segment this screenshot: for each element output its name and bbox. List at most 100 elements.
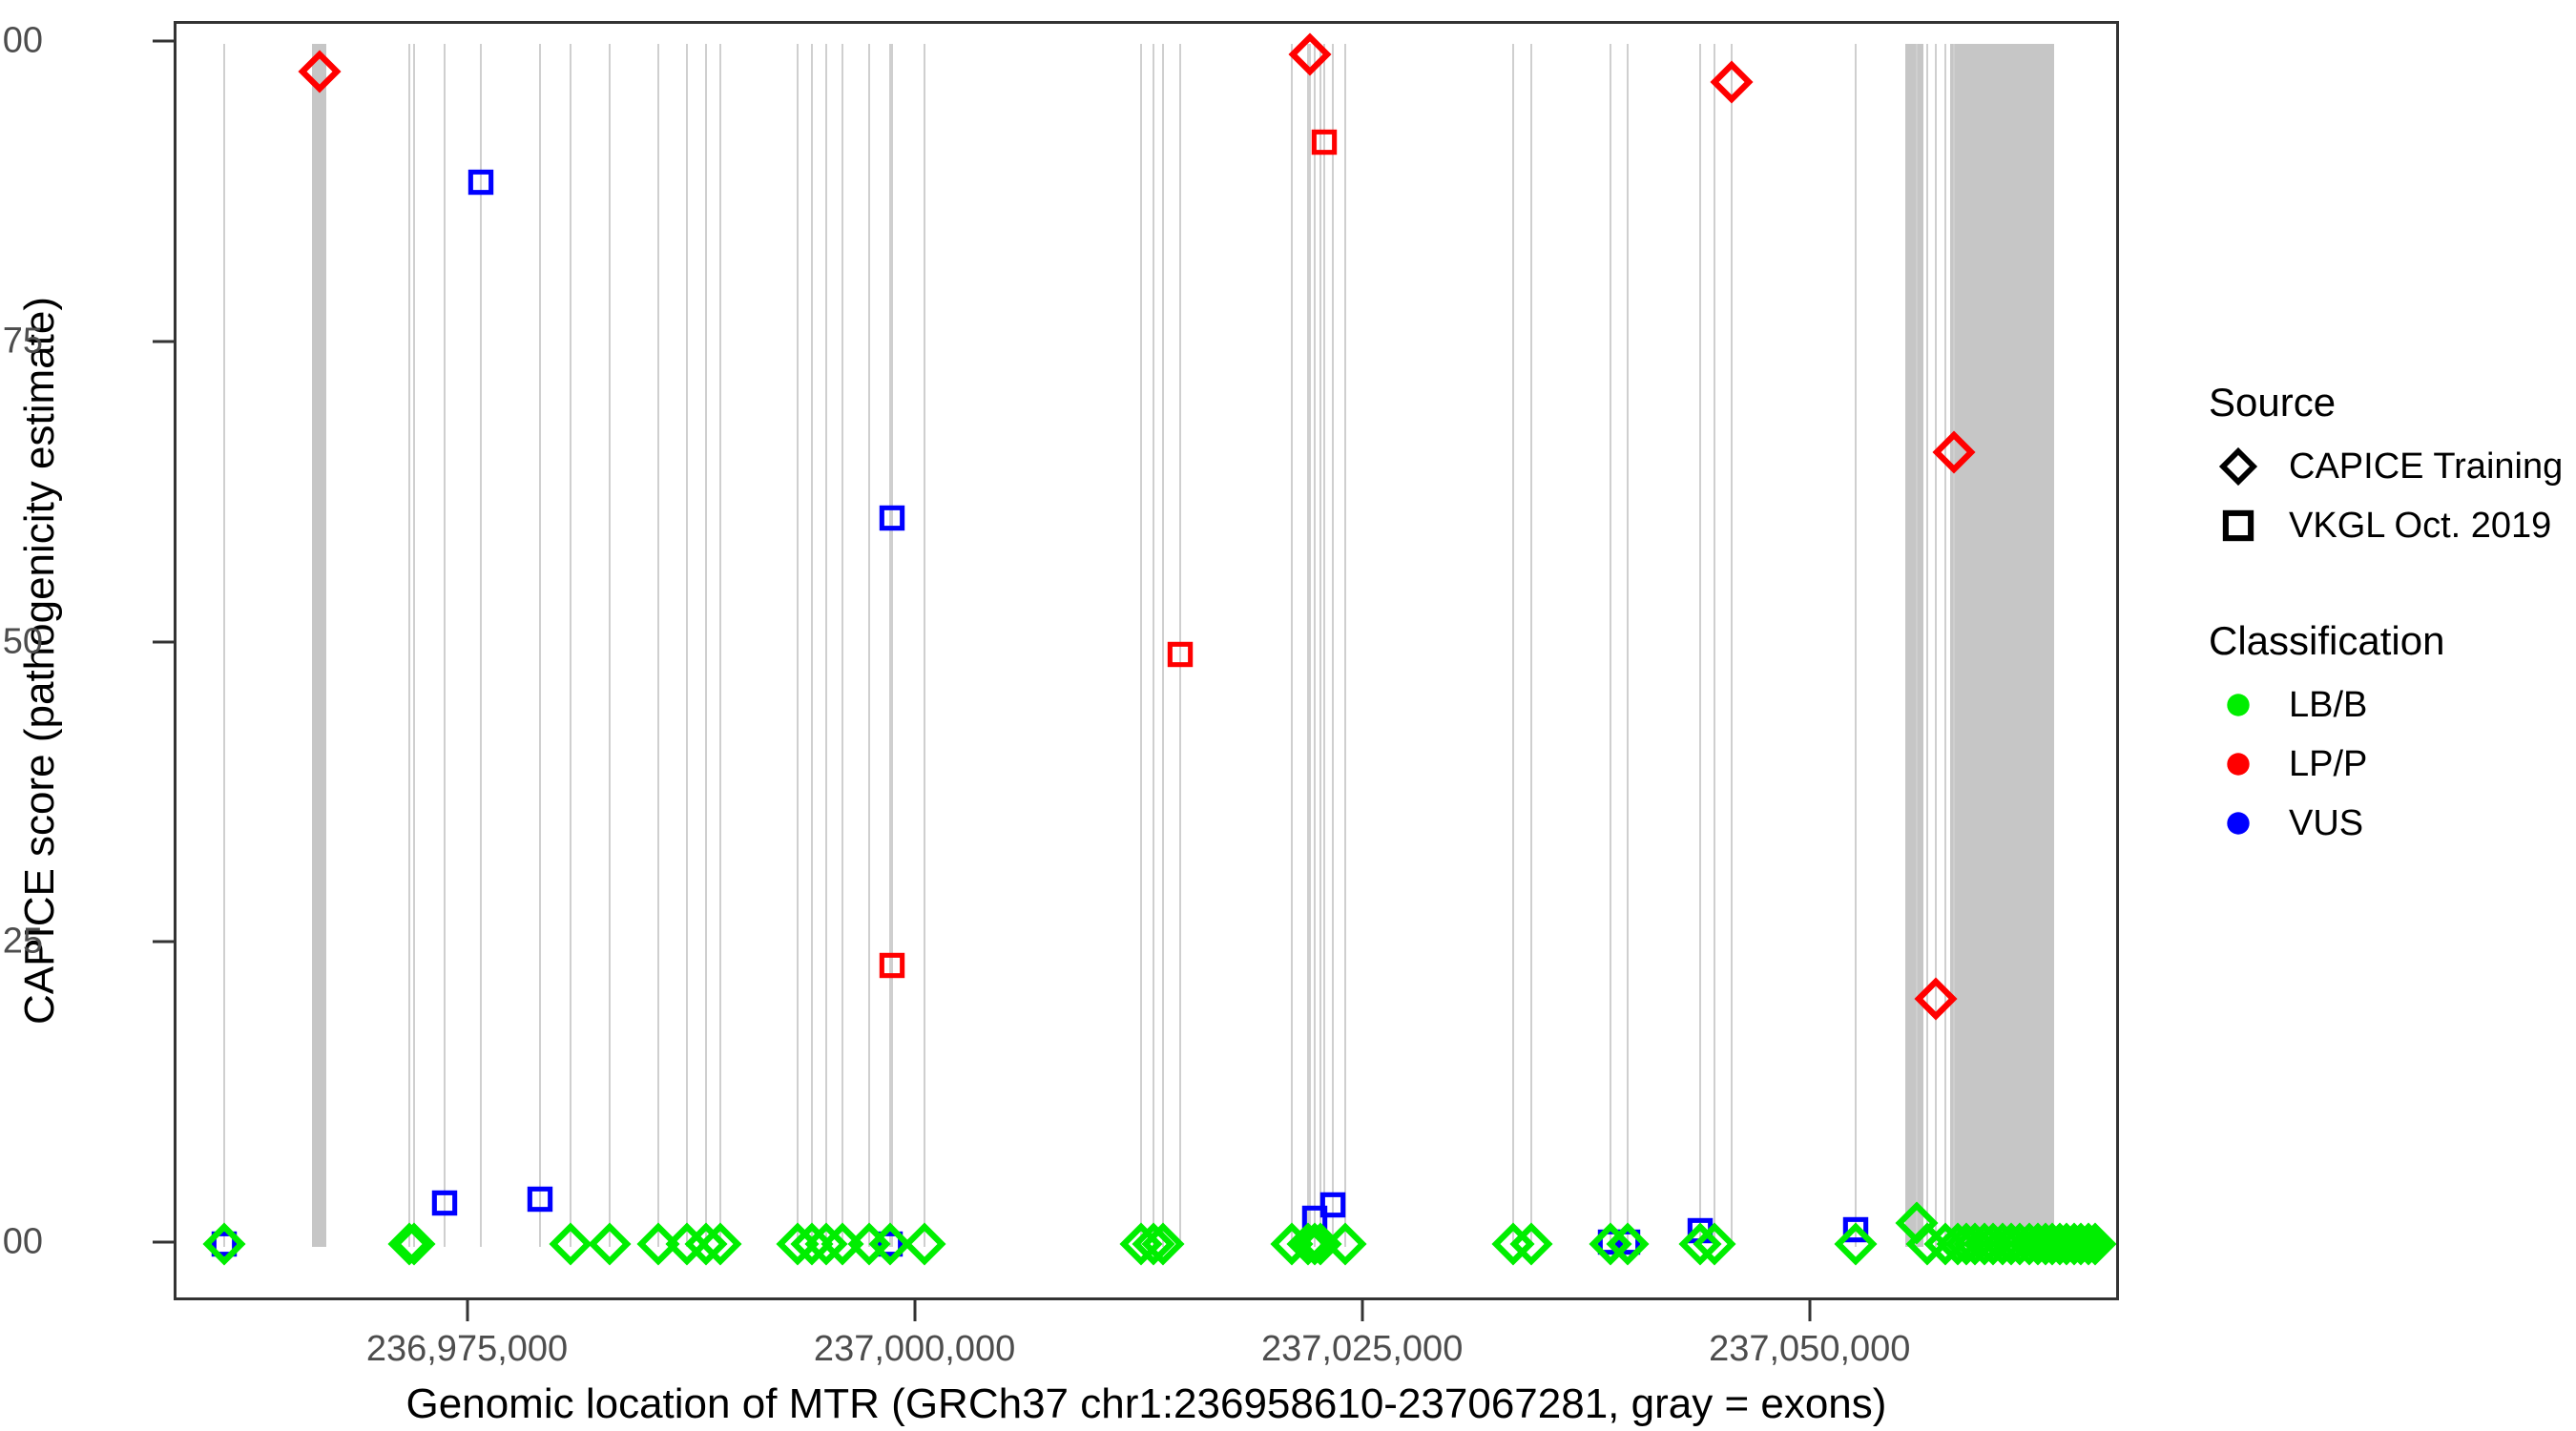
variant-position-line	[223, 44, 226, 1247]
data-point	[1710, 60, 1754, 104]
data-point	[1310, 128, 1339, 156]
data-point	[876, 1230, 904, 1258]
variant-position-line	[1306, 44, 1309, 1247]
legend-group-classification: LB/B LP/P VUS	[2209, 675, 2571, 853]
data-point	[878, 951, 906, 980]
x-axis-tick-label: 237,025,000	[1261, 1329, 1464, 1369]
data-point	[549, 1222, 592, 1266]
y-axis-tick-label: 0.25	[0, 921, 43, 962]
circle-filled-icon	[2209, 735, 2268, 794]
exon-band	[1950, 44, 2055, 1247]
variant-position-line	[407, 44, 410, 1247]
circle-filled-icon	[2209, 675, 2268, 735]
exon-band	[1905, 44, 1924, 1247]
variant-position-line	[824, 44, 827, 1247]
data-point	[868, 1222, 912, 1266]
legend-item-label: VKGL Oct. 2019	[2289, 505, 2552, 546]
data-point	[1166, 640, 1195, 669]
variant-position-line	[810, 44, 813, 1247]
legend: Source CAPICE Training VKGL Oct. 2019 Cla…	[2209, 380, 2571, 853]
legend-item-classification[interactable]: LP/P	[2209, 735, 2571, 794]
exon-band	[312, 44, 327, 1247]
data-point	[430, 1189, 459, 1217]
variant-position-line	[705, 44, 708, 1247]
variant-position-line	[1512, 44, 1515, 1247]
variant-position-line	[1935, 44, 1938, 1247]
circle-filled-icon	[2209, 794, 2268, 853]
legend-item-label: CAPICE Training	[2289, 446, 2564, 487]
data-point	[1132, 1222, 1175, 1266]
plot-area	[177, 24, 2116, 1297]
legend-item-source[interactable]: CAPICE Training	[2209, 437, 2571, 496]
data-point	[1293, 1222, 1337, 1266]
variant-position-line	[924, 44, 926, 1247]
variant-position-line	[1854, 44, 1857, 1247]
legend-item-label: LB/B	[2289, 684, 2368, 725]
variant-position-line	[796, 44, 799, 1247]
variant-position-line	[1925, 44, 1928, 1247]
variant-position-line	[656, 44, 659, 1247]
y-axis-tick	[153, 340, 174, 343]
variant-position-line	[1943, 44, 1946, 1247]
legend-title-source: Source	[2209, 380, 2337, 425]
data-point	[1596, 1228, 1625, 1256]
y-axis-tick	[153, 1240, 174, 1244]
variant-position-line	[841, 44, 843, 1247]
variant-position-line	[1627, 44, 1630, 1247]
data-point	[698, 1222, 742, 1266]
variant-position-line	[719, 44, 722, 1247]
x-axis-tick	[913, 1300, 917, 1321]
y-axis-tick-label: 0.75	[0, 321, 43, 362]
y-axis-tick-label: 0.00	[0, 1221, 43, 1262]
variant-position-line	[1314, 44, 1317, 1247]
variant-position-line	[1530, 44, 1533, 1247]
data-point	[790, 1222, 834, 1266]
variant-position-line	[1915, 44, 1918, 1247]
data-point	[298, 50, 342, 93]
legend-item-classification[interactable]: LB/B	[2209, 675, 2571, 735]
data-point	[1589, 1222, 1632, 1266]
legend-spacer	[2209, 555, 2571, 618]
variant-position-line	[413, 44, 416, 1247]
y-axis-tick	[153, 940, 174, 944]
variant-position-line	[1290, 44, 1293, 1247]
variant-position-line	[538, 44, 541, 1247]
variant-position-line	[608, 44, 611, 1247]
data-point	[1509, 1222, 1553, 1266]
data-point	[2073, 1222, 2116, 1266]
data-point	[588, 1222, 632, 1266]
variant-position-line	[1713, 44, 1715, 1247]
square-open-icon	[2209, 496, 2268, 555]
variant-position-line	[479, 44, 482, 1247]
x-axis-tick-label: 237,000,000	[813, 1329, 1016, 1369]
data-point	[1905, 1222, 1949, 1266]
variant-position-line	[891, 44, 894, 1247]
y-axis-tick	[153, 640, 174, 643]
legend-item-classification[interactable]: VUS	[2209, 794, 2571, 853]
data-point	[1841, 1215, 1870, 1244]
variant-position-line	[444, 44, 447, 1247]
data-point	[1914, 977, 1958, 1021]
data-point	[1319, 1191, 1347, 1219]
data-point	[2059, 1222, 2103, 1266]
x-axis-tick	[466, 1300, 469, 1321]
data-point	[202, 1222, 246, 1266]
data-point	[903, 1222, 946, 1266]
x-axis-tick-label: 237,050,000	[1709, 1329, 1911, 1369]
data-point	[1613, 1228, 1642, 1256]
legend-title-classification: Classification	[2209, 618, 2445, 663]
data-point	[392, 1222, 436, 1266]
variant-position-line	[889, 44, 892, 1247]
data-point	[684, 1222, 728, 1266]
variant-position-line	[1319, 44, 1321, 1247]
legend-item-source[interactable]: VKGL Oct. 2019	[2209, 496, 2571, 555]
variant-position-line	[1331, 44, 1334, 1247]
data-point	[1834, 1222, 1878, 1266]
variant-position-line	[569, 44, 571, 1247]
data-point	[878, 504, 906, 532]
variant-position-line	[867, 44, 870, 1247]
diamond-open-icon	[2209, 437, 2268, 496]
data-point	[467, 168, 495, 197]
variant-position-line	[1153, 44, 1155, 1247]
